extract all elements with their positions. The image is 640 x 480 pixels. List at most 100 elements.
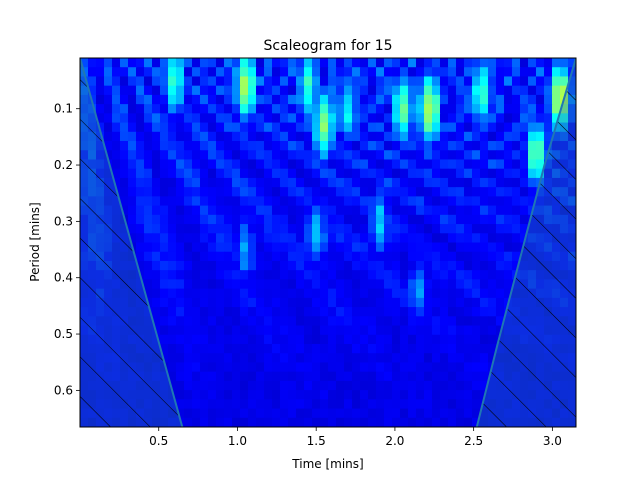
heatmap-cell [408,353,417,364]
heatmap-cell [256,279,265,290]
heatmap-cell [328,150,337,161]
heatmap-cell [352,214,361,225]
heatmap-cell [464,390,473,400]
heatmap-cell [240,168,249,179]
heatmap-cell [312,76,321,87]
heatmap-cell [208,67,217,78]
heatmap-cell [272,168,281,179]
heatmap-cell [528,113,537,124]
heatmap-cell [320,279,329,290]
heatmap-cell [392,353,401,364]
heatmap-cell [200,85,209,96]
heatmap-cell [376,242,385,253]
heatmap-cell [112,76,121,87]
heatmap-cell [512,187,521,197]
heatmap-cell [144,131,153,142]
heatmap-cell [344,233,353,244]
heatmap-cell [552,58,561,68]
heatmap-cell [176,159,185,170]
heatmap-cell [328,141,337,151]
heatmap-cell [152,141,161,151]
heatmap-cell [520,168,529,179]
heatmap-cell [216,58,225,68]
heatmap-cell [152,168,161,179]
heatmap-cell [176,390,185,400]
heatmap-cell [464,187,473,197]
heatmap-cell [200,113,209,124]
heatmap-cell [168,104,177,114]
heatmap-cell [232,233,241,244]
heatmap-cell [480,297,489,308]
heatmap-cell [400,408,409,419]
heatmap-cell [520,141,529,151]
heatmap-cell [312,270,321,280]
heatmap-cell [352,187,361,197]
heatmap-cell [432,334,441,345]
heatmap-cell [288,270,297,280]
heatmap-cell [200,251,209,262]
heatmap-cell [384,343,393,354]
heatmap-cell [320,85,329,96]
heatmap-cell [336,113,345,124]
heatmap-cell [304,131,313,142]
heatmap-cell [248,159,257,170]
heatmap-cell [504,196,513,207]
heatmap-cell [272,159,281,170]
heatmap-cell [160,113,169,124]
heatmap-cell [480,187,489,197]
heatmap-cell [368,417,377,427]
heatmap-cell [280,214,289,225]
heatmap-cell [296,251,305,262]
heatmap-cell [400,288,409,299]
heatmap-cell [200,279,209,290]
heatmap-cell [128,131,137,142]
heatmap-cell [168,316,177,327]
heatmap-cell [272,242,281,253]
heatmap-cell [304,362,313,373]
heatmap-cell [144,67,153,78]
heatmap-cell [448,67,457,78]
heatmap-cell [224,196,233,207]
heatmap-cell [256,196,265,207]
heatmap-cell [328,316,337,327]
heatmap-cell [440,187,449,197]
heatmap-cell [256,131,265,142]
heatmap-cell [552,104,561,114]
heatmap-cell [472,251,481,262]
heatmap-cell [296,334,305,345]
heatmap-cell [248,196,257,207]
heatmap-cell [216,177,225,188]
heatmap-cell [480,85,489,96]
heatmap-cell [432,325,441,336]
heatmap-cell [488,260,497,271]
heatmap-cell [184,251,193,262]
heatmap-cell [464,260,473,271]
heatmap-cell [328,85,337,96]
heatmap-cell [440,141,449,151]
heatmap-cell [472,390,481,400]
heatmap-cell [280,353,289,364]
heatmap-cell [208,371,217,382]
heatmap-cell [264,242,273,253]
heatmap-cell [216,408,225,419]
heatmap-cell [440,177,449,188]
heatmap-cell [464,205,473,216]
heatmap-cell [344,159,353,170]
heatmap-cell [208,177,217,188]
heatmap-cell [264,362,273,373]
heatmap-cell [448,270,457,280]
heatmap-cell [176,325,185,336]
heatmap-cell [344,150,353,161]
heatmap-cell [272,417,281,427]
heatmap-cell [328,362,337,373]
heatmap-cell [360,260,369,271]
heatmap-cell [416,316,425,327]
heatmap-cell [496,67,505,78]
heatmap-cell [464,94,473,105]
heatmap-cell [376,288,385,299]
heatmap-cell [496,297,505,308]
heatmap-cell [384,58,393,68]
heatmap-cell [512,196,521,207]
heatmap-cell [200,224,209,234]
y-tick-label: 0.4 [54,271,73,285]
